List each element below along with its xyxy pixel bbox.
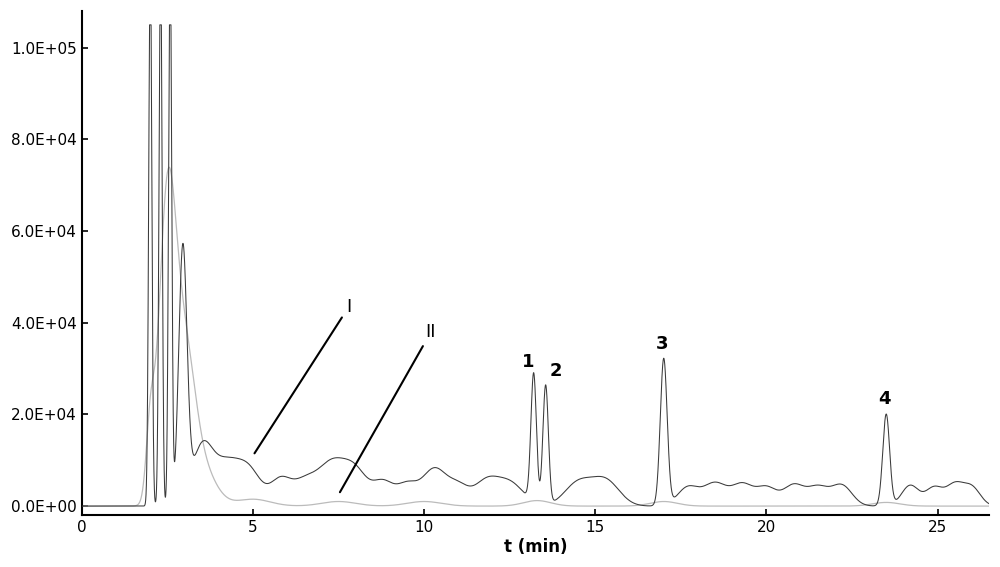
Text: 3: 3 [656,335,668,353]
Text: 4: 4 [878,390,891,408]
Text: II: II [340,323,436,492]
Text: 1: 1 [522,353,535,371]
Text: 2: 2 [550,362,562,380]
X-axis label: t (min): t (min) [504,538,567,556]
Text: I: I [254,298,351,454]
